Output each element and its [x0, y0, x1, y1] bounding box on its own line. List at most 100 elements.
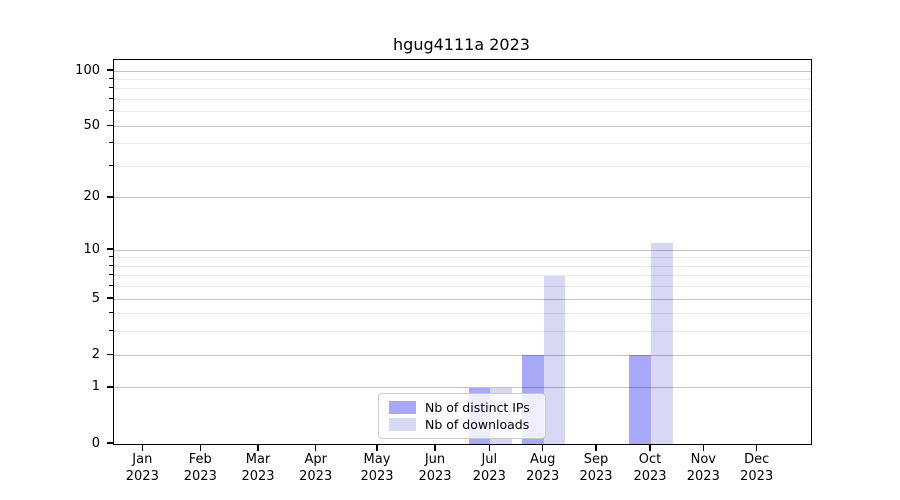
x-label-year-nov: 2023	[686, 469, 720, 484]
gridline-y-40	[114, 143, 811, 145]
x-tick-sep	[595, 444, 597, 451]
x-label-month-oct: Oct	[638, 452, 662, 467]
y-minor-tick-60	[109, 110, 113, 112]
x-label-month-dec: Dec	[744, 452, 770, 467]
x-label-year-jan: 2023	[125, 469, 159, 484]
gridline-y-70	[114, 98, 811, 100]
y-tick-2	[106, 353, 113, 355]
x-label-month-feb: Feb	[188, 452, 212, 467]
y-tick-1	[106, 386, 113, 388]
x-tick-jun	[434, 444, 436, 451]
x-tick-label-jan: Jan 2023	[112, 451, 172, 485]
x-tick-label-mar: Mar 2023	[228, 451, 288, 485]
x-tick-label-aug: Aug 2023	[513, 451, 573, 485]
x-tick-apr	[315, 444, 317, 451]
y-tick-100	[106, 69, 113, 71]
gridline-y-2	[114, 354, 811, 356]
gridline-y-90	[114, 78, 811, 80]
y-minor-tick-40	[109, 142, 113, 144]
gridline-y-60	[114, 111, 811, 113]
x-label-month-jun: Jun	[424, 452, 446, 467]
y-minor-tick-6	[109, 285, 113, 287]
legend-swatch-downloads	[389, 418, 416, 432]
gridline-y-3	[114, 331, 811, 333]
gridline-y-5	[114, 298, 811, 300]
y-tick-label-50: 50	[83, 117, 100, 133]
x-label-year-aug: 2023	[526, 469, 560, 484]
x-label-month-mar: Mar	[245, 452, 271, 467]
x-tick-oct	[649, 444, 651, 451]
y-tick-label-5: 5	[91, 290, 100, 306]
chart-title: hgug4111a 2023	[393, 35, 530, 54]
y-minor-tick-80	[109, 87, 113, 89]
legend-item-distinct-ips: Nb of distinct IPs	[389, 400, 537, 415]
y-tick-10	[106, 248, 113, 250]
x-label-year-feb: 2023	[183, 469, 217, 484]
y-minor-tick-4	[109, 312, 113, 314]
gridline-y-9	[114, 257, 811, 259]
x-tick-jul	[488, 444, 490, 451]
y-minor-tick-70	[109, 97, 113, 99]
x-tick-label-feb: Feb 2023	[170, 451, 230, 485]
y-tick-label-20: 20	[83, 189, 100, 205]
x-label-year-oct: 2023	[633, 469, 667, 484]
legend-item-downloads: Nb of downloads	[389, 417, 537, 432]
x-tick-label-apr: Apr 2023	[286, 451, 346, 485]
x-label-year-mar: 2023	[241, 469, 275, 484]
bar-distinct-ips-oct	[629, 355, 651, 444]
legend: Nb of distinct IPs Nb of downloads	[378, 393, 546, 439]
x-tick-aug	[542, 444, 544, 451]
x-tick-jan	[141, 444, 143, 451]
x-tick-mar	[257, 444, 259, 451]
y-tick-label-2: 2	[91, 346, 100, 362]
y-tick-20	[106, 196, 113, 198]
x-label-year-may: 2023	[360, 469, 394, 484]
legend-label-downloads: Nb of downloads	[425, 417, 530, 433]
x-label-month-nov: Nov	[690, 452, 716, 467]
x-tick-dec	[756, 444, 758, 451]
x-label-month-may: May	[363, 452, 391, 467]
x-tick-label-nov: Nov 2023	[673, 451, 733, 485]
gridline-y-10	[114, 249, 811, 251]
x-label-month-aug: Aug	[529, 452, 556, 467]
gridline-y-100	[114, 70, 811, 72]
x-tick-label-jul: Jul 2023	[459, 451, 519, 485]
x-label-year-sep: 2023	[579, 469, 613, 484]
gridline-y-50	[114, 125, 811, 127]
y-minor-tick-30	[109, 164, 113, 166]
x-label-year-dec: 2023	[740, 469, 774, 484]
x-tick-nov	[702, 444, 704, 451]
x-tick-label-sep: Sep 2023	[566, 451, 626, 485]
y-tick-label-10: 10	[83, 241, 100, 257]
gridline-y-8	[114, 265, 811, 267]
y-minor-tick-3	[109, 330, 113, 332]
y-tick-label-100: 100	[75, 62, 100, 78]
x-label-month-sep: Sep	[583, 452, 609, 467]
plot-area	[113, 59, 812, 445]
y-tick-label-1: 1	[91, 379, 100, 395]
x-label-month-jan: Jan	[132, 452, 153, 467]
y-tick-0	[106, 442, 113, 444]
gridline-y-7	[114, 275, 811, 277]
x-label-year-apr: 2023	[299, 469, 333, 484]
y-minor-tick-7	[109, 274, 113, 276]
gridline-y-80	[114, 88, 811, 90]
gridline-y-6	[114, 286, 811, 288]
x-tick-label-dec: Dec 2023	[727, 451, 787, 485]
bar-downloads-oct	[651, 243, 673, 444]
x-tick-feb	[199, 444, 201, 451]
y-minor-tick-9	[109, 256, 113, 258]
gridline-y-20	[114, 197, 811, 199]
gridline-y-30	[114, 165, 811, 167]
x-tick-label-jun: Jun 2023	[405, 451, 465, 485]
y-minor-tick-8	[109, 264, 113, 266]
y-tick-5	[106, 297, 113, 299]
x-label-year-jun: 2023	[418, 469, 452, 484]
y-tick-label-0: 0	[91, 435, 100, 451]
y-minor-tick-90	[109, 77, 113, 79]
legend-label-distinct-ips: Nb of distinct IPs	[425, 399, 530, 415]
gridline-y-4	[114, 313, 811, 315]
bar-downloads-aug	[543, 275, 566, 444]
x-label-month-jul: Jul	[481, 452, 498, 467]
